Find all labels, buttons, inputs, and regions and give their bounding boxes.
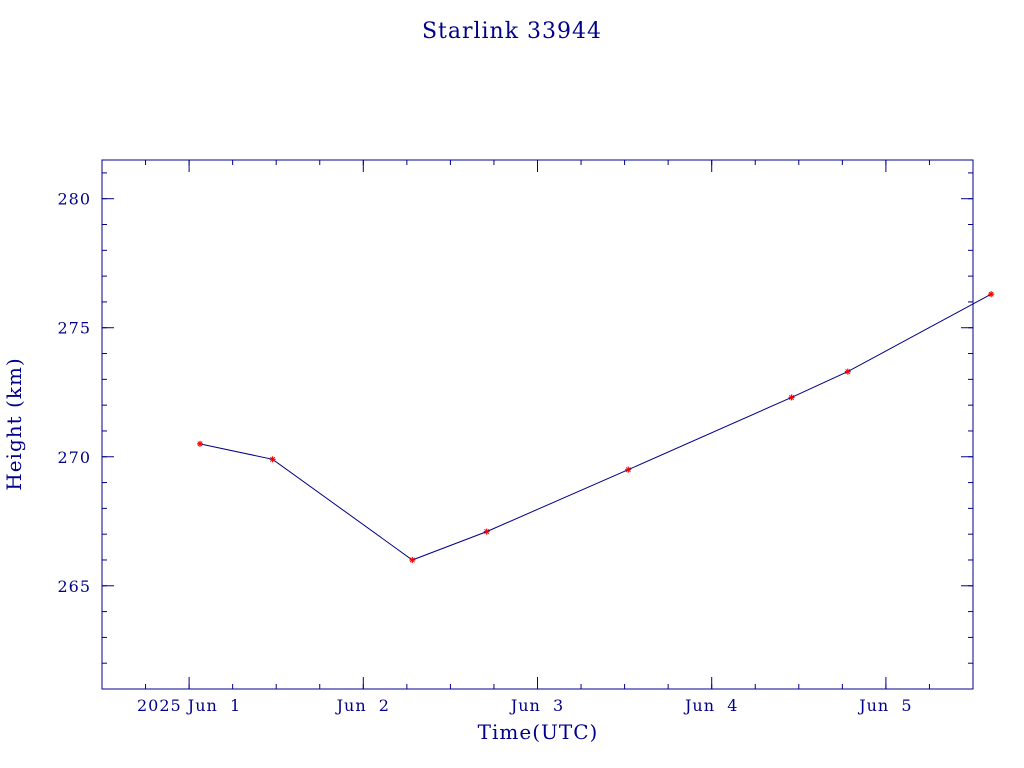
x-minor-ticks bbox=[101, 160, 974, 689]
chart-title: Starlink 33944 bbox=[422, 19, 602, 44]
data-point bbox=[844, 368, 851, 375]
x-tick-label: Jun 4 bbox=[683, 696, 738, 715]
data-point-markers bbox=[196, 291, 995, 563]
x-axis-title: Time(UTC) bbox=[478, 720, 599, 744]
y-tick-label: 265 bbox=[57, 577, 91, 596]
x-tick-label: Jun 3 bbox=[509, 696, 564, 715]
y-axis-ticks: 265 270 275 280 bbox=[57, 190, 973, 596]
y-tick-label: 280 bbox=[57, 190, 91, 209]
y-axis-title: Height (km) bbox=[2, 357, 26, 490]
data-point bbox=[483, 528, 490, 535]
x-axis-ticks: 2025 Jun 1 Jun 2 Jun 3 Jun 4 Jun 5 bbox=[137, 160, 912, 715]
data-point bbox=[625, 466, 632, 473]
data-point bbox=[988, 291, 995, 298]
data-point bbox=[196, 440, 203, 447]
y-tick-label: 275 bbox=[57, 319, 91, 338]
data-point bbox=[409, 556, 416, 563]
y-tick-label: 270 bbox=[57, 448, 91, 467]
x-tick-label: Jun 2 bbox=[335, 696, 390, 715]
plot-frame bbox=[101, 159, 974, 690]
data-point bbox=[269, 456, 276, 463]
y-minor-ticks bbox=[102, 172, 973, 690]
data-point bbox=[788, 394, 795, 401]
x-tick-label: Jun 5 bbox=[857, 696, 912, 715]
x-tick-label: 2025 Jun 1 bbox=[137, 696, 241, 715]
height-series-line bbox=[199, 293, 992, 561]
